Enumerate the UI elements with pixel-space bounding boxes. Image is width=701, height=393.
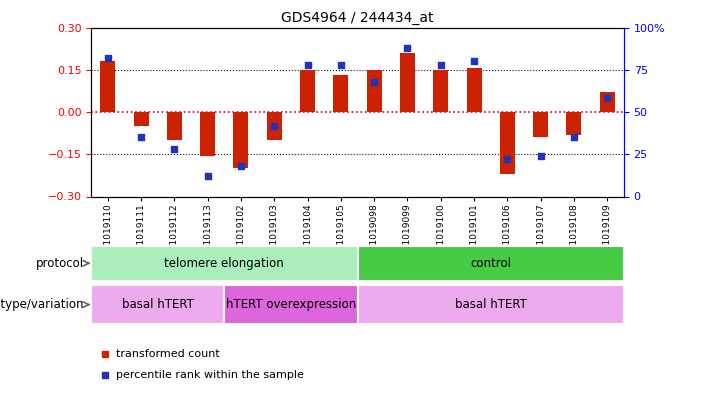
Text: basal hTERT: basal hTERT: [122, 298, 193, 311]
Text: genotype/variation: genotype/variation: [0, 298, 84, 311]
Bar: [200, 112, 215, 156]
Bar: [600, 92, 615, 112]
Point: [302, 62, 313, 68]
Point: [202, 173, 213, 179]
Bar: [533, 112, 548, 137]
Text: hTERT overexpression: hTERT overexpression: [226, 298, 356, 311]
Text: protocol: protocol: [36, 257, 84, 270]
Point: [535, 153, 546, 159]
Bar: [91, 285, 224, 324]
Point: [236, 163, 247, 169]
Bar: [358, 246, 624, 281]
Title: GDS4964 / 244434_at: GDS4964 / 244434_at: [281, 11, 434, 25]
Bar: [300, 70, 315, 112]
Bar: [100, 61, 115, 112]
Bar: [467, 68, 482, 112]
Text: transformed count: transformed count: [116, 349, 219, 359]
Point: [502, 156, 513, 162]
Point: [569, 134, 580, 140]
Point: [435, 62, 447, 68]
Point: [402, 45, 413, 51]
Bar: [134, 112, 149, 126]
Point: [468, 58, 479, 64]
Point: [135, 134, 147, 140]
Point: [335, 62, 346, 68]
Point: [369, 79, 380, 85]
Bar: [367, 70, 381, 112]
Bar: [400, 53, 415, 112]
Bar: [566, 112, 581, 134]
Bar: [233, 112, 248, 168]
Bar: [358, 285, 624, 324]
Point: [169, 146, 180, 152]
Bar: [267, 112, 282, 140]
Point: [268, 122, 280, 129]
Bar: [167, 112, 182, 140]
Point: [601, 95, 613, 102]
Bar: [334, 75, 348, 112]
Bar: [91, 246, 358, 281]
Text: basal hTERT: basal hTERT: [455, 298, 526, 311]
Bar: [500, 112, 515, 174]
Text: telomere elongation: telomere elongation: [165, 257, 284, 270]
Text: percentile rank within the sample: percentile rank within the sample: [116, 370, 304, 380]
Bar: [224, 285, 358, 324]
Point: [102, 55, 114, 61]
Text: control: control: [470, 257, 511, 270]
Bar: [433, 70, 448, 112]
